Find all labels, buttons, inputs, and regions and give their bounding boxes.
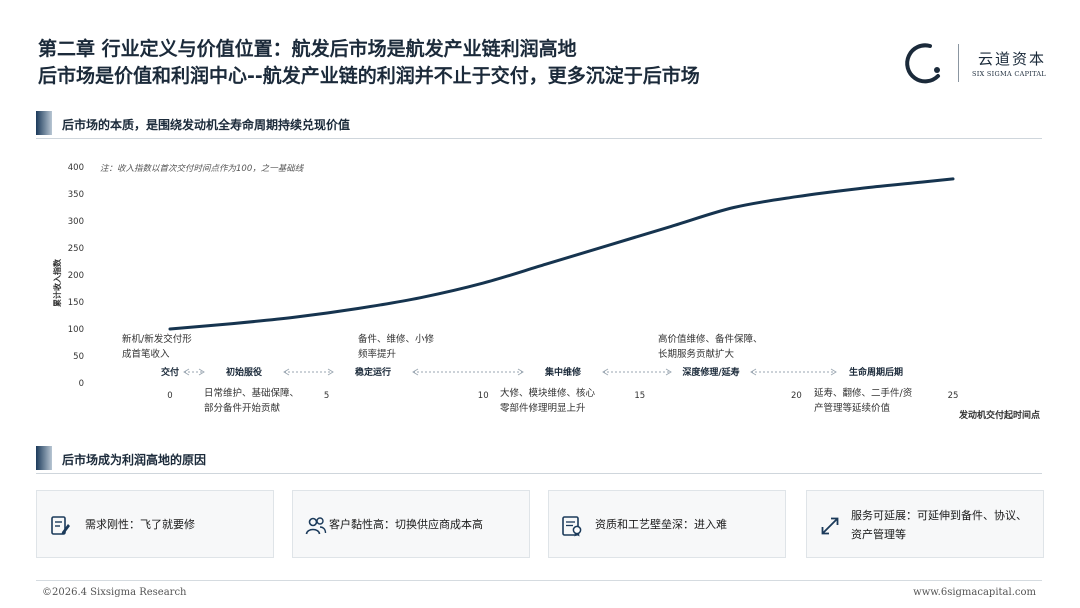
logo-name-en: SIX SIGMA CAPITAL xyxy=(972,70,1047,78)
reason-text: 需求刚性：飞了就要修 xyxy=(85,518,195,531)
x-tick-label: 10 xyxy=(478,391,489,401)
y-tick-label: 100 xyxy=(68,325,84,335)
x-axis-label: 发动机交付起时间点 xyxy=(958,409,1040,421)
lifecycle-revenue-chart: 注：收入指数以首次交付时间点作为100，之一基础线050100150200250… xyxy=(52,163,1040,421)
reason-card: 服务可延展：可延伸到备件、协议、资产管理等 xyxy=(806,490,1044,558)
section-title-chart: 后市场的本质，是围绕发动机全寿命周期持续兑现价值 xyxy=(62,118,351,132)
phase-label: 交付 xyxy=(161,366,179,378)
y-tick-label: 400 xyxy=(68,163,84,173)
document-edit-icon xyxy=(51,516,70,535)
arrow-left-icon xyxy=(183,368,190,376)
y-axis-label: 累计收入指数 xyxy=(52,258,62,307)
arrow-right-icon xyxy=(665,368,672,376)
y-tick-label: 250 xyxy=(68,244,84,254)
y-tick-label: 150 xyxy=(68,298,84,308)
logo-divider xyxy=(958,44,959,82)
reason-card: 需求刚性：飞了就要修 xyxy=(36,490,274,558)
arrow-left-icon xyxy=(412,368,419,376)
reason-text: 服务可延展：可延伸到备件、协议、资产管理等 xyxy=(851,509,1027,541)
page-subtitle: 后市场是价值和利润中心--航发产业链的利润并不止于交付，更多沉淀于后市场 xyxy=(38,65,700,87)
x-tick-label: 25 xyxy=(948,391,959,401)
section-divider xyxy=(36,473,1042,474)
y-tick-label: 50 xyxy=(73,352,84,362)
y-tick-label: 200 xyxy=(68,271,84,281)
revenue-index-line xyxy=(168,177,955,331)
phase-annotation: 延寿、翻修、二手件/资 xyxy=(814,387,913,399)
phase-label: 深度修理/延寿 xyxy=(682,366,739,378)
section-title-reasons: 后市场成为利润高地的原因 xyxy=(62,453,207,467)
phase-annotation: 成首笔收入 xyxy=(122,348,170,360)
phase-annotation: 大修、模块维修、核心 xyxy=(500,387,596,399)
arrow-left-icon xyxy=(283,368,290,376)
x-tick-label: 0 xyxy=(167,391,172,401)
section-divider xyxy=(36,138,1042,139)
phase-annotation: 频率提升 xyxy=(358,348,397,360)
reason-card: 资质和工艺壁垒深：进入难 xyxy=(548,490,786,558)
phase-label: 初始服役 xyxy=(226,366,263,378)
y-tick-label: 0 xyxy=(79,379,84,389)
logo-mark-icon xyxy=(905,43,940,84)
phase-annotation: 产管理等延续价值 xyxy=(814,402,891,414)
y-tick-label: 300 xyxy=(68,217,84,227)
phase-annotation: 备件、维修、小修 xyxy=(358,333,435,345)
section-marker xyxy=(36,111,52,135)
arrow-left-icon xyxy=(750,368,757,376)
footer-divider xyxy=(36,580,1042,581)
phase-annotation: 新机/新发交付形 xyxy=(122,333,192,345)
arrow-right-icon xyxy=(198,368,205,376)
reason-text: 资质和工艺壁垒深：进入难 xyxy=(595,518,727,531)
logo-name-cn: 云道资本 xyxy=(978,50,1047,68)
x-tick-label: 15 xyxy=(634,391,645,401)
x-tick-label: 20 xyxy=(791,391,802,401)
phase-annotation: 零部件修理明显上升 xyxy=(500,402,586,414)
certificate-icon xyxy=(562,516,582,537)
users-icon xyxy=(305,517,327,535)
y-tick-label: 350 xyxy=(68,190,84,200)
footer-website[interactable]: www.6sigmacapital.com xyxy=(913,587,1036,598)
arrow-right-icon xyxy=(517,368,524,376)
page-title: 第二章 行业定义与价值位置：航发后市场是航发产业链利润高地 xyxy=(38,38,577,60)
arrow-left-icon xyxy=(602,368,609,376)
x-tick-label: 5 xyxy=(324,391,329,401)
footer-copyright: ©2026.4 Sixsigma Research xyxy=(42,587,187,598)
expand-arrows-icon xyxy=(821,517,839,535)
phase-annotation: 日常维护、基础保障、 xyxy=(204,387,299,399)
arrow-right-icon xyxy=(327,368,334,376)
phase-label: 生命周期后期 xyxy=(849,366,903,378)
section-marker xyxy=(36,446,52,470)
phase-annotation: 长期服务贡献扩大 xyxy=(658,348,735,360)
phase-annotation: 高价值维修、备件保障、 xyxy=(658,333,763,345)
chart-note: 注：收入指数以首次交付时间点作为100，之一基础线 xyxy=(100,163,305,174)
reason-card: 客户黏性高：切换供应商成本高 xyxy=(292,490,530,558)
phase-label: 稳定运行 xyxy=(355,366,391,378)
phase-label: 集中维修 xyxy=(544,366,582,378)
reason-text: 客户黏性高：切换供应商成本高 xyxy=(329,518,483,531)
arrow-right-icon xyxy=(830,368,837,376)
phase-annotation: 部分备件开始贡献 xyxy=(204,402,281,414)
